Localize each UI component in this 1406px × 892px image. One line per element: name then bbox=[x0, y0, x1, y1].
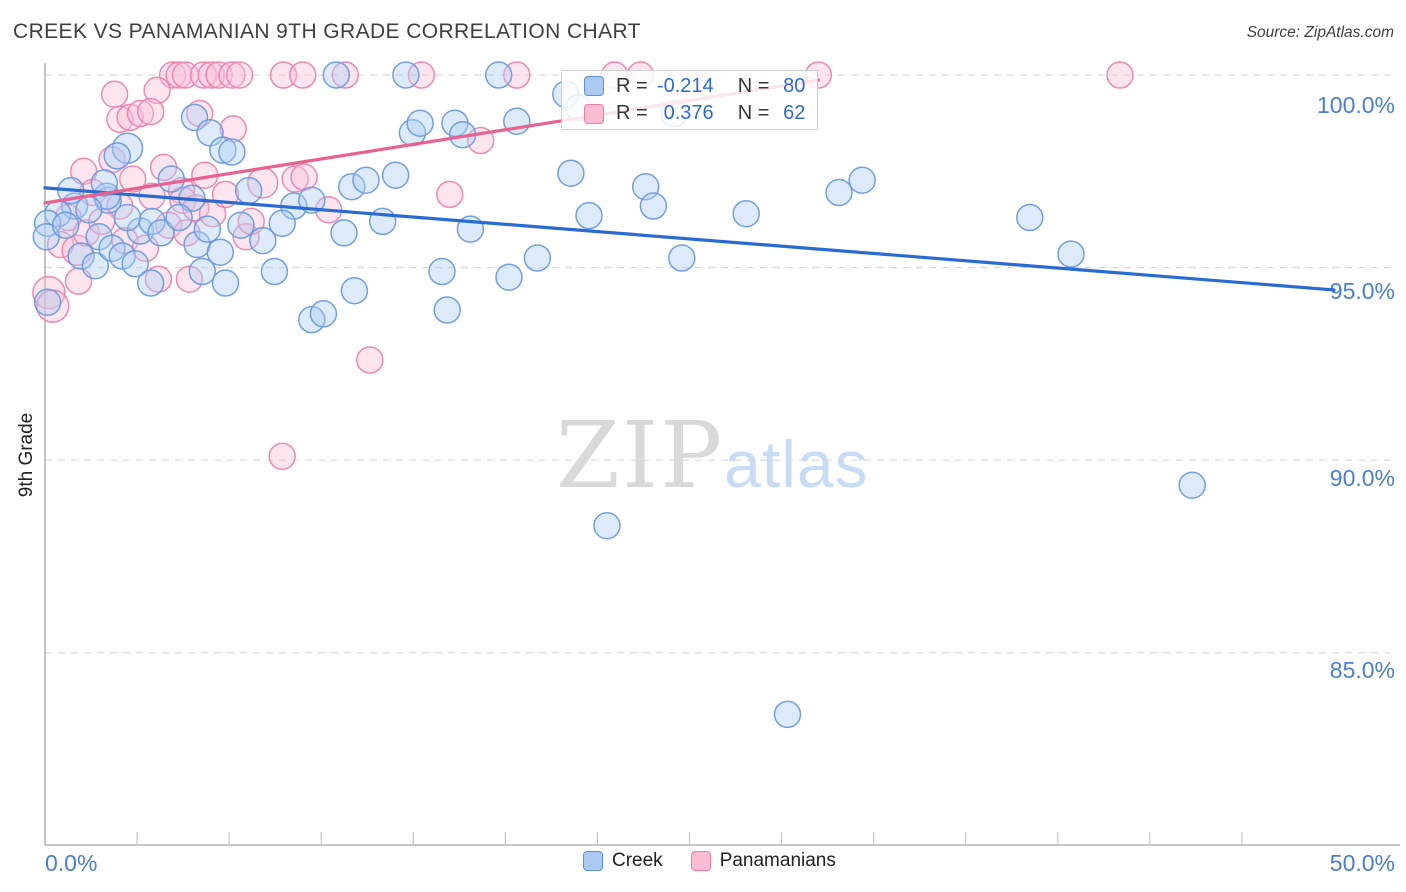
legend-label-creek: Creek bbox=[612, 850, 663, 871]
panamanians-r-value: 0.376 bbox=[663, 102, 714, 125]
legend-label-panamanians: Panamanians bbox=[719, 850, 836, 871]
creek-r-value: -0.214 bbox=[656, 74, 714, 97]
creek-swatch bbox=[584, 76, 604, 97]
panamanians-swatch bbox=[584, 103, 604, 124]
x-ticks bbox=[136, 832, 1243, 845]
trend-line-creek bbox=[43, 186, 1336, 292]
legend-item-creek: Creek bbox=[583, 850, 663, 872]
x-tick-label-0: 0.0% bbox=[45, 850, 98, 876]
y-tick-label-95: 95.0% bbox=[1329, 278, 1395, 304]
stats-row-creek: R = -0.214 N = 80 bbox=[562, 73, 817, 100]
watermark-zip-text: ZIP bbox=[556, 402, 725, 509]
page-title: CREEK VS PANAMANIAN 9TH GRADE CORRELATIO… bbox=[13, 20, 641, 43]
panamanians-swatch bbox=[690, 851, 711, 871]
scatter-creek bbox=[32, 61, 1206, 729]
creek-swatch bbox=[583, 851, 603, 871]
n-label: N = bbox=[737, 102, 770, 125]
r-label: R = bbox=[616, 74, 648, 97]
y-tick-label-90: 90.0% bbox=[1329, 465, 1395, 491]
correlation-stats-legend: R = -0.214 N = 80 R = 0.376 N = 62 bbox=[561, 70, 818, 130]
y-tick-label-100: 100.0% bbox=[1316, 92, 1395, 118]
creek-n-value: 80 bbox=[783, 74, 806, 97]
r-label: R = bbox=[616, 102, 648, 125]
y-tick-label-85: 85.0% bbox=[1329, 657, 1395, 683]
zipatlas-watermark: ZIPatlas bbox=[556, 402, 869, 509]
n-label: N = bbox=[737, 74, 770, 97]
watermark-atlas-text: atlas bbox=[724, 427, 869, 501]
x-tick-label-50: 50.0% bbox=[1329, 850, 1395, 876]
source-attribution: Source: ZipAtlas.com bbox=[1246, 24, 1394, 41]
stats-row-panamanians: R = 0.376 N = 62 bbox=[562, 100, 817, 127]
gridlines bbox=[45, 74, 1392, 654]
panamanians-n-value: 62 bbox=[783, 102, 806, 125]
series-legend: Creek Panamanians bbox=[583, 850, 864, 872]
y-axis-title: 9th Grade bbox=[16, 412, 37, 498]
legend-item-panamanians: Panamanians bbox=[690, 850, 836, 872]
plot-axes bbox=[44, 63, 1400, 846]
